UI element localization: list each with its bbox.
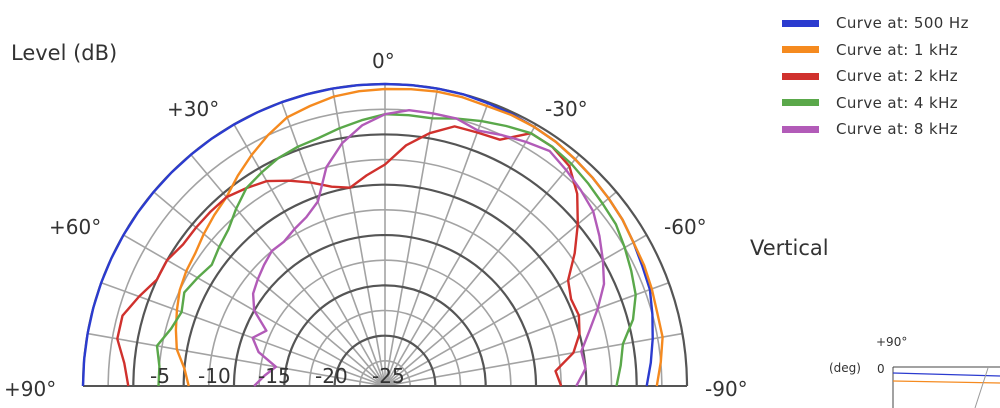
angle-label-minus-30: -30° [545,97,588,121]
ring-label-minus-20: -20 [315,364,348,388]
legend-swatch [782,72,819,80]
legend: Curve at: 500 Hz Curve at: 1 kHz Curve a… [782,10,969,143]
legend-label: Curve at: 2 kHz [836,67,959,86]
angle-label-plus-60: +60° [49,215,102,239]
ring-gridline [283,284,487,387]
angle-label-plus-30: +30° [167,97,220,121]
series-line-2 [116,125,581,387]
legend-item-4khz[interactable]: Curve at: 4 kHz [782,90,969,117]
polar-grid [81,82,689,387]
inset-chart [892,366,1000,408]
legend-label: Curve at: 1 kHz [836,40,959,59]
vertical-label: Vertical [750,236,829,260]
inset-unit-label: (deg) [829,361,861,375]
inset-curve-1khz [892,380,1000,384]
ring-gridline [107,108,663,387]
angle-label-plus-90: +90° [4,377,57,401]
ring-gridline [232,233,538,387]
ring-label-minus-15: -15 [258,364,291,388]
legend-swatch [782,19,819,27]
ring-gridline [308,309,462,387]
series-line-1 [174,87,664,387]
ring-gridline [258,259,512,387]
ring-label-minus-5: -5 [150,364,170,388]
legend-item-2khz[interactable]: Curve at: 2 kHz [782,63,969,90]
ring-label-minus-10: -10 [198,364,231,388]
ring-label-minus-25: -25 [372,364,405,388]
legend-label: Curve at: 500 Hz [836,14,969,33]
inset-zero-label: 0 [877,362,885,376]
ring-gridline [359,360,411,387]
legend-label: Curve at: 8 kHz [836,120,959,139]
inset-angle-label: +90° [876,335,908,349]
legend-item-1khz[interactable]: Curve at: 1 kHz [782,37,969,64]
inset-gridline [974,367,989,408]
legend-item-500hz[interactable]: Curve at: 500 Hz [782,10,969,37]
series-line-4 [251,108,606,387]
angle-label-0: 0° [372,49,395,73]
legend-swatch [782,46,819,54]
inset-curve-500hz [892,372,1000,377]
legend-swatch [782,99,819,107]
polar-series [81,82,664,387]
legend-item-8khz[interactable]: Curve at: 8 kHz [782,116,969,143]
angle-label-minus-60: -60° [664,215,707,239]
ring-gridline [333,334,437,387]
ring-gridline [208,209,562,387]
ring-gridline [157,158,613,387]
level-axis-title: Level (dB) [11,41,118,65]
legend-label: Curve at: 4 kHz [836,93,959,112]
legend-swatch [782,125,819,133]
angle-label-minus-90: -90° [705,377,748,401]
ring-gridline [182,183,588,387]
